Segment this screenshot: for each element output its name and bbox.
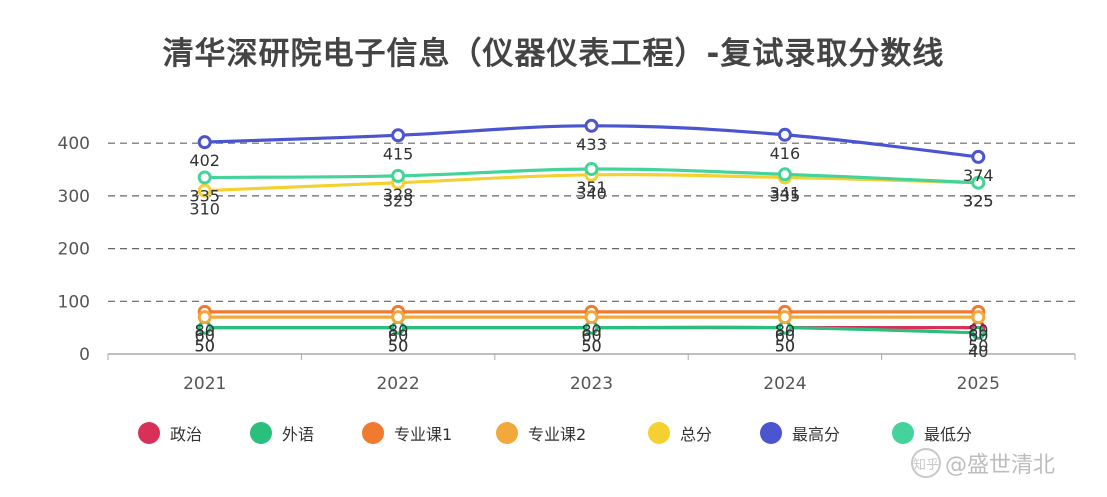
data-point (973, 151, 984, 162)
y-tick-label: 200 (58, 240, 90, 260)
x-tick-label: 2024 (763, 374, 806, 394)
data-point (199, 172, 210, 183)
data-point (586, 120, 597, 131)
legend-marker (250, 422, 272, 444)
legend-label: 总分 (680, 421, 712, 445)
legend-marker (138, 422, 160, 444)
legend-label: 外语 (282, 421, 314, 445)
data-point (393, 130, 404, 141)
data-point (393, 170, 404, 181)
data-label: 60 (581, 326, 601, 345)
data-label: 60 (195, 326, 215, 345)
zhihu-logo-icon: 知乎 (911, 448, 941, 478)
data-label: 341 (770, 183, 801, 202)
data-label: 415 (383, 144, 414, 163)
data-label: 402 (189, 151, 220, 170)
data-label: 416 (770, 144, 801, 163)
legend-marker (362, 422, 384, 444)
data-point (586, 164, 597, 175)
x-tick-label: 2022 (376, 374, 419, 394)
legend-label: 专业课2 (528, 421, 586, 445)
y-tick-label: 0 (79, 345, 90, 365)
legend-item[interactable]: 最高分 (760, 420, 840, 446)
data-label: 351 (576, 178, 607, 197)
data-label: 433 (576, 135, 607, 154)
y-tick-label: 300 (58, 187, 90, 207)
y-tick-label: 400 (58, 134, 90, 154)
legend-item[interactable]: 专业课1 (362, 420, 452, 446)
data-label: 325 (963, 192, 994, 211)
y-tick-label: 100 (58, 292, 90, 312)
x-tick-label: 2023 (570, 374, 613, 394)
legend-marker (496, 422, 518, 444)
x-tick-label: 2021 (183, 374, 226, 394)
legend-marker (892, 422, 914, 444)
data-label: 328 (383, 185, 414, 204)
legend-item[interactable]: 外语 (250, 420, 314, 446)
legend-label: 政治 (170, 421, 202, 445)
legend-item[interactable]: 总分 (648, 420, 712, 446)
legend: 政治 外语 专业课1 专业课2 总分 最高分 最低分 (0, 420, 1107, 446)
x-tick-label: 2025 (957, 374, 1000, 394)
data-label: 60 (388, 326, 408, 345)
legend-item[interactable]: 政治 (138, 420, 202, 446)
watermark-text: @盛世清北 (945, 447, 1055, 479)
data-label: 60 (968, 326, 988, 345)
data-point (779, 129, 790, 140)
legend-label: 专业课1 (394, 421, 452, 445)
data-point (779, 169, 790, 180)
data-label: 60 (775, 326, 795, 345)
legend-label: 最高分 (792, 421, 840, 445)
data-point (199, 137, 210, 148)
legend-item[interactable]: 最低分 (892, 420, 972, 446)
watermark: 知乎 @盛世清北 (911, 447, 1055, 479)
data-label: 335 (189, 186, 220, 205)
legend-item[interactable]: 专业课2 (496, 420, 586, 446)
legend-marker (648, 422, 670, 444)
legend-marker (760, 422, 782, 444)
data-label: 374 (963, 166, 994, 185)
legend-label: 最低分 (924, 421, 972, 445)
